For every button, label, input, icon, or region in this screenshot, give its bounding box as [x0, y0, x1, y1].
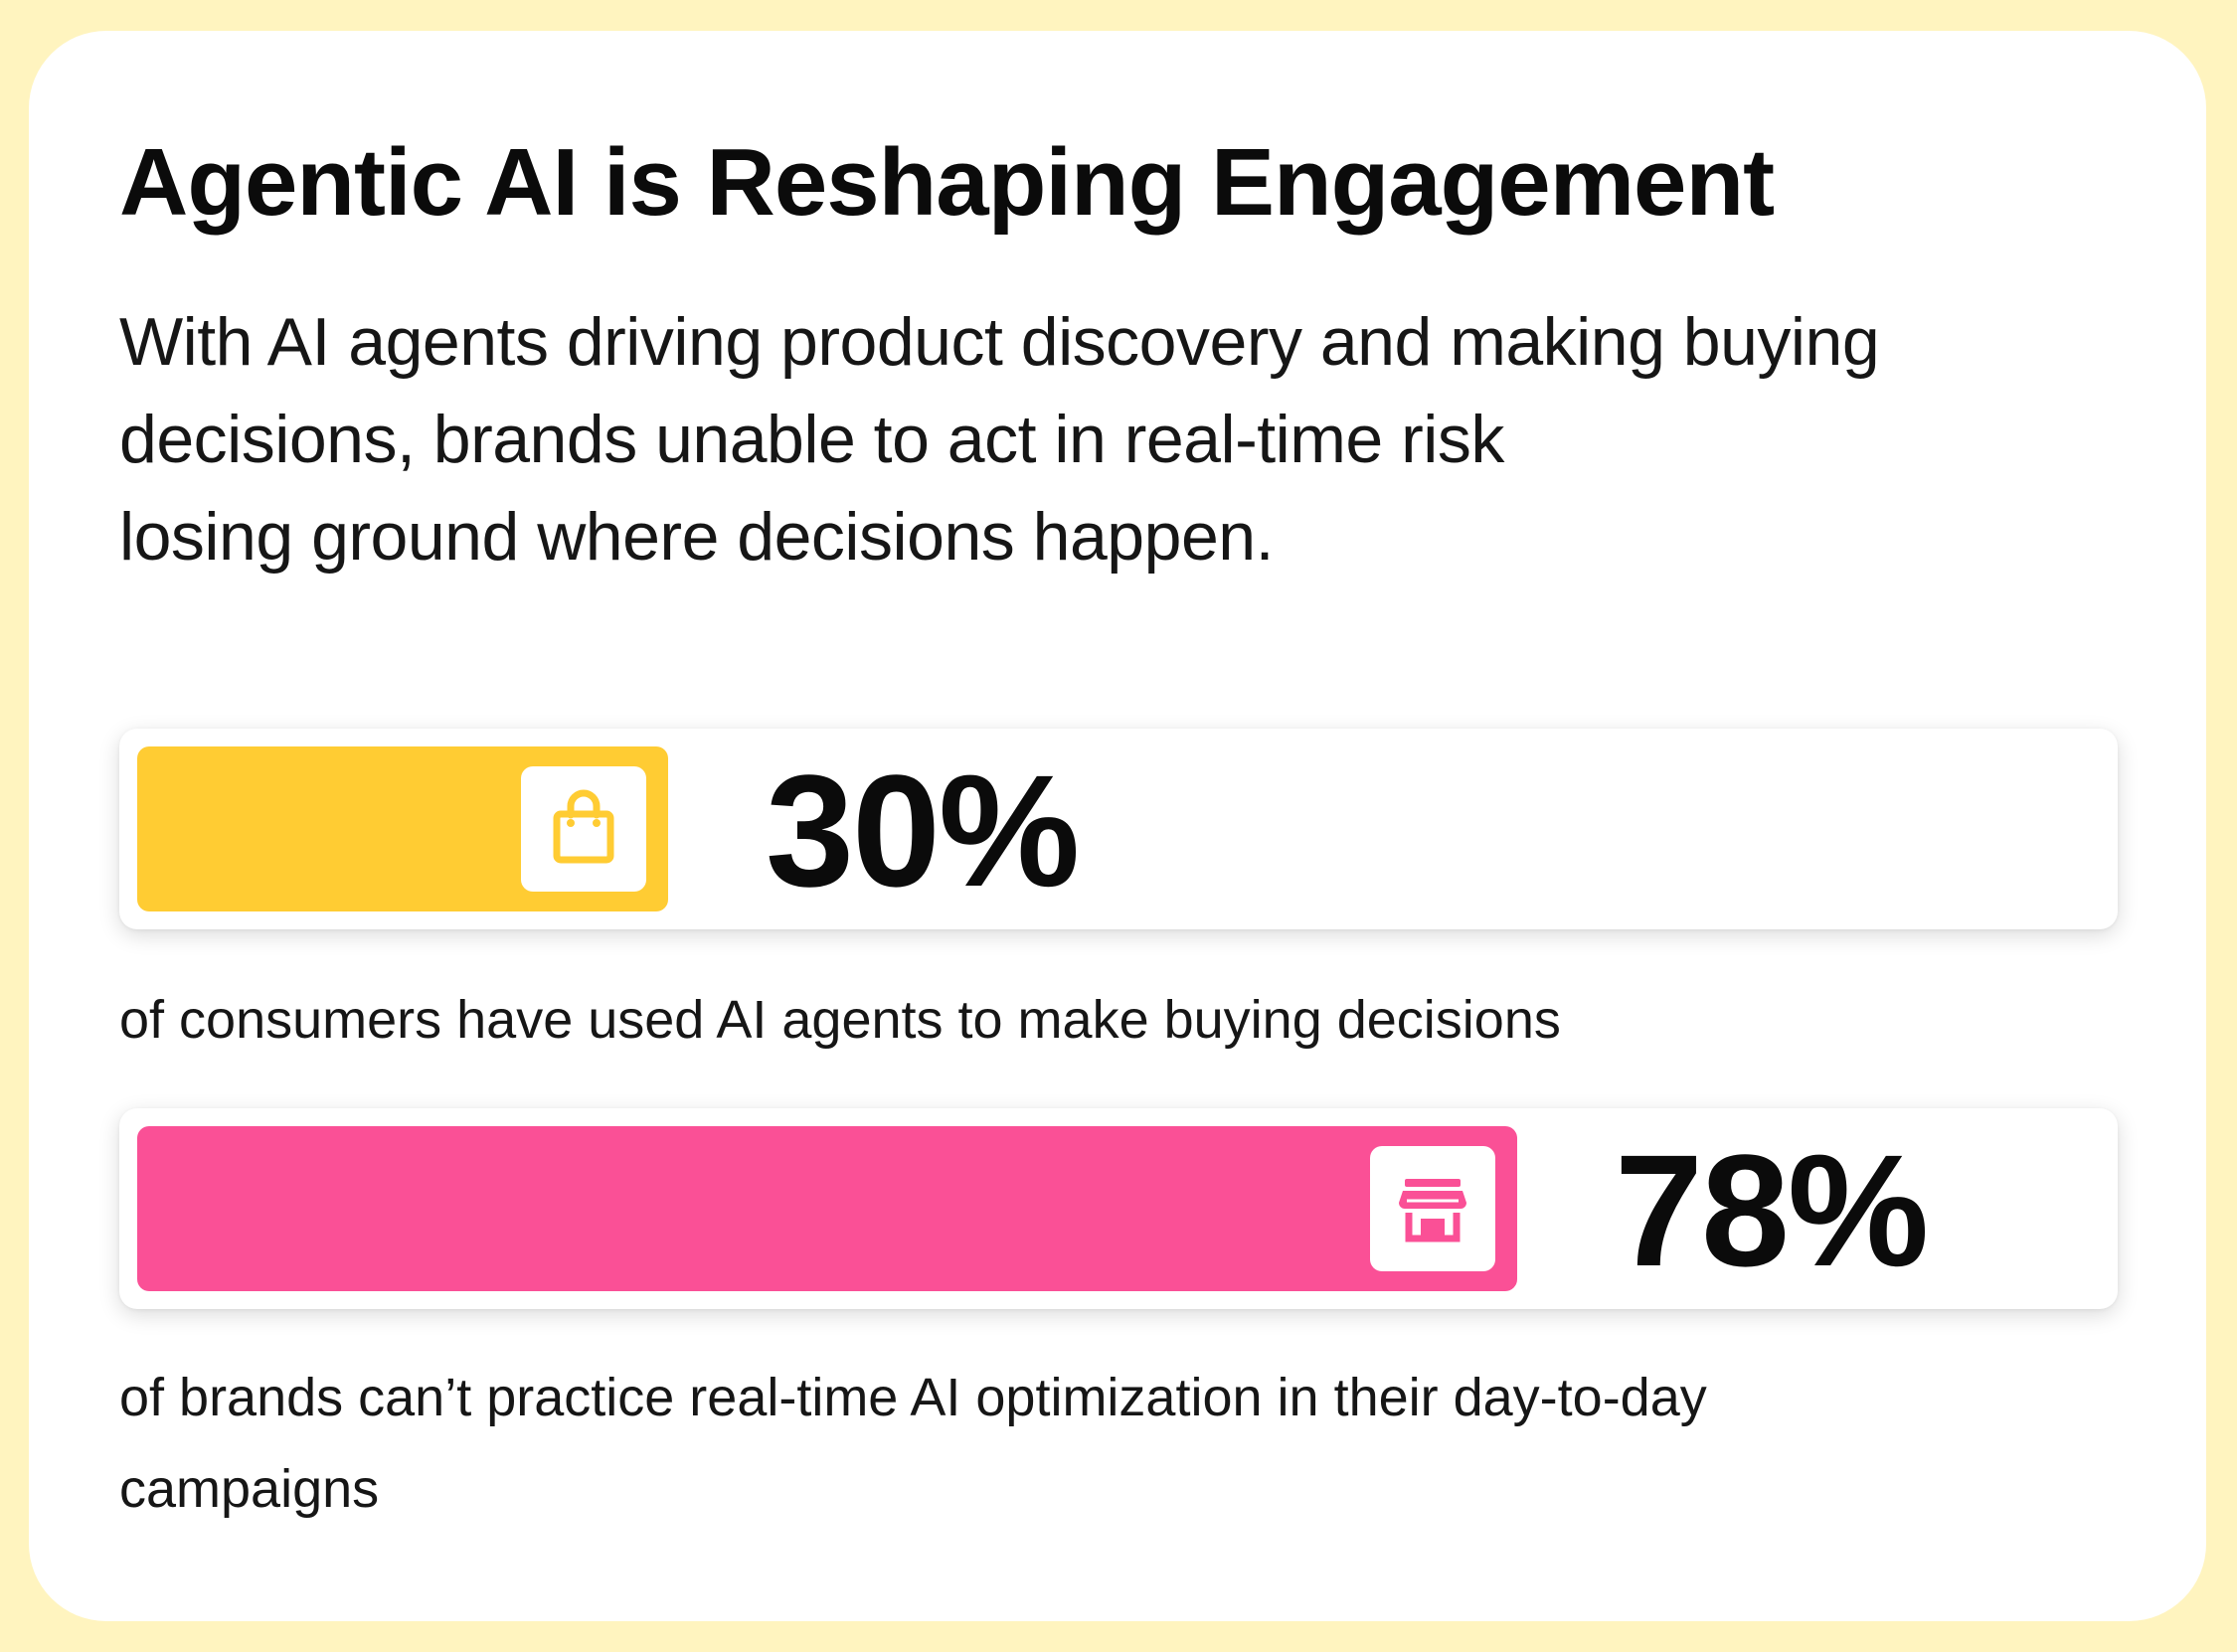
- stat-caption-line: of consumers have used AI agents to make…: [119, 990, 1561, 1050]
- stat-panel-consumers: 30%: [119, 729, 2118, 929]
- subtitle-line: With AI agents driving product discovery…: [119, 304, 1880, 380]
- stat-caption-line: of brands can’t practice real-time AI op…: [119, 1368, 1707, 1427]
- stat-caption-line: campaigns: [119, 1459, 380, 1519]
- stat-caption-consumers: of consumers have used AI agents to make…: [119, 974, 2028, 1066]
- stat-value-brands: 78%: [1615, 1121, 1929, 1299]
- subtitle: With AI agents driving product discovery…: [119, 293, 2157, 585]
- subtitle-line: decisions, brands unable to act in real-…: [119, 402, 1504, 477]
- stat-panel-brands: 78%: [119, 1108, 2118, 1309]
- storefront-icon: [1399, 1179, 1466, 1242]
- stat-icon-tile-brands: [1370, 1146, 1495, 1271]
- stat-value-consumers: 30%: [766, 742, 1080, 919]
- stat-caption-brands: of brands can’t practice real-time AI op…: [119, 1352, 2028, 1535]
- page-title: Agentic AI is Reshaping Engagement: [119, 129, 1775, 236]
- subtitle-line: losing ground where decisions happen.: [119, 499, 1274, 575]
- stat-bar-brands: [137, 1126, 1517, 1291]
- shopping-bag-icon: [553, 789, 614, 864]
- stat-icon-tile-consumers: [521, 766, 646, 892]
- stat-bar-consumers: [137, 746, 668, 911]
